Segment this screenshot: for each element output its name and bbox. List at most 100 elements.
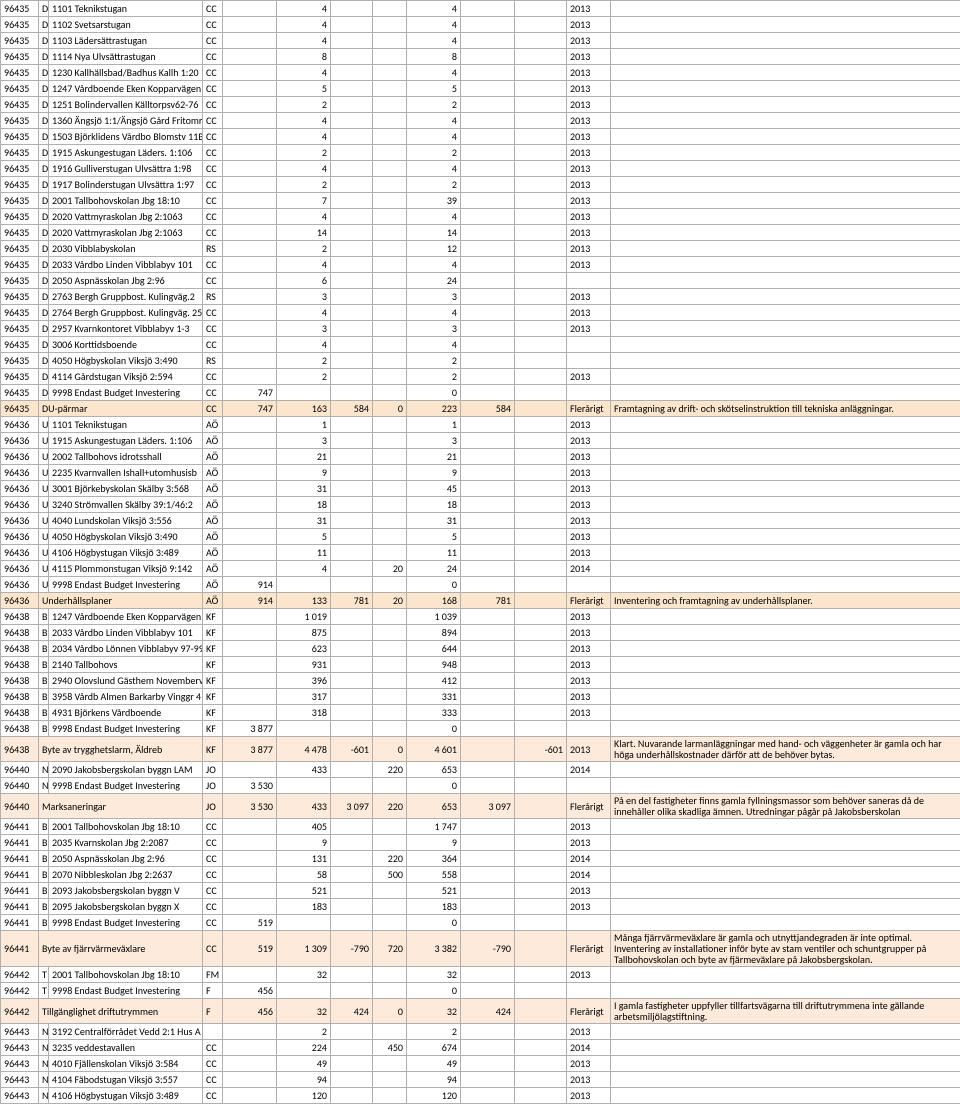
table-row: 96435D1247 Vårdboende Eken KopparvägenCC…: [1, 81, 960, 97]
cell: D: [39, 321, 49, 337]
cell: [223, 417, 277, 433]
cell: [223, 33, 277, 49]
cell: CC: [203, 1056, 223, 1072]
cell: 2: [407, 97, 461, 113]
cell: [611, 1088, 960, 1104]
table-row: 96438B9998 Endast Budget InvesteringKF3 …: [1, 721, 960, 737]
cell: [611, 513, 960, 529]
cell: [611, 883, 960, 899]
cell: [515, 819, 567, 835]
cell: 2: [407, 145, 461, 161]
table-row: 96435D1916 Gulliverstugan Ulvsättra 1:98…: [1, 161, 960, 177]
cell: 2013: [567, 1, 611, 17]
cell: [461, 721, 515, 737]
cell: 2235 Kvarnvallen Ishall+utomhusisb: [49, 465, 203, 481]
cell: 4106 Högbystugan Viksjö 3:489: [49, 1088, 203, 1104]
cell: RS: [203, 241, 223, 257]
cell: 433: [277, 794, 331, 819]
table-row: 96443N3192 Centralförrådet Vedd 2:1 Hus …: [1, 1024, 960, 1040]
cell: [223, 289, 277, 305]
cell: [373, 967, 407, 983]
cell: [223, 883, 277, 899]
cell: 96440: [1, 794, 39, 819]
cell: [373, 983, 407, 999]
cell: CC: [203, 257, 223, 273]
cell: 4: [277, 1, 331, 17]
cell: 2013: [567, 145, 611, 161]
cell: CC: [203, 867, 223, 883]
cell: Inventering och framtagning av underhåll…: [611, 593, 960, 609]
table-row: 96435D2020 Vattmyraskolan Jbg 2:1063CC14…: [1, 225, 960, 241]
cell: [373, 97, 407, 113]
cell: 96438: [1, 689, 39, 705]
cell: JO: [203, 762, 223, 778]
cell: [373, 883, 407, 899]
cell: [223, 145, 277, 161]
cell: CC: [203, 1088, 223, 1104]
cell: [515, 762, 567, 778]
cell: CC: [203, 369, 223, 385]
cell: 96435: [1, 193, 39, 209]
cell: 1 039: [407, 609, 461, 625]
cell: [331, 417, 373, 433]
cell: 96435: [1, 81, 39, 97]
cell: D: [39, 193, 49, 209]
cell: 424: [461, 999, 515, 1024]
cell: 2763 Bergh Gruppbost. Kulingväg.2: [49, 289, 203, 305]
cell: [611, 145, 960, 161]
cell: 4: [407, 305, 461, 321]
cell: [331, 673, 373, 689]
cell: U: [39, 417, 49, 433]
cell: U: [39, 481, 49, 497]
cell: Många fjärrvärmeväxlare är gamla och utn…: [611, 931, 960, 967]
cell: [611, 417, 960, 433]
cell: [515, 81, 567, 97]
cell: 2013: [567, 673, 611, 689]
cell: [461, 177, 515, 193]
cell: 747: [223, 401, 277, 417]
cell: [567, 385, 611, 401]
cell: 96438: [1, 705, 39, 721]
cell: KF: [203, 721, 223, 737]
cell: 2013: [567, 177, 611, 193]
cell: [461, 899, 515, 915]
cell: B: [39, 641, 49, 657]
cell: [515, 193, 567, 209]
cell: N: [39, 762, 49, 778]
cell: [223, 97, 277, 113]
cell: 223: [407, 401, 461, 417]
cell: [373, 209, 407, 225]
cell: [611, 129, 960, 145]
cell: [223, 497, 277, 513]
cell: 58: [277, 867, 331, 883]
cell: CC: [203, 273, 223, 289]
cell: [461, 737, 515, 762]
cell: B: [39, 835, 49, 851]
table-row: 96440MarksaneringarJO3 5304333 097220653…: [1, 794, 960, 819]
cell: CC: [203, 33, 223, 49]
cell: [373, 497, 407, 513]
cell: D: [39, 97, 49, 113]
cell: Underhållsplaner: [39, 593, 203, 609]
cell: [515, 673, 567, 689]
cell: [461, 97, 515, 113]
cell: [461, 762, 515, 778]
cell: [611, 778, 960, 794]
cell: [515, 657, 567, 673]
cell: 364: [407, 851, 461, 867]
cell: [461, 193, 515, 209]
cell: [331, 81, 373, 97]
cell: [611, 257, 960, 273]
cell: [461, 867, 515, 883]
cell: 133: [277, 593, 331, 609]
cell: [331, 209, 373, 225]
cell: 2013: [567, 369, 611, 385]
cell: I gamla fastigheter uppfyller tillfartsv…: [611, 999, 960, 1024]
cell: 4 478: [277, 737, 331, 762]
cell: 96436: [1, 561, 39, 577]
cell: [331, 1024, 373, 1040]
cell: B: [39, 657, 49, 673]
cell: 584: [461, 401, 515, 417]
cell: 4: [407, 337, 461, 353]
cell: AÖ: [203, 433, 223, 449]
